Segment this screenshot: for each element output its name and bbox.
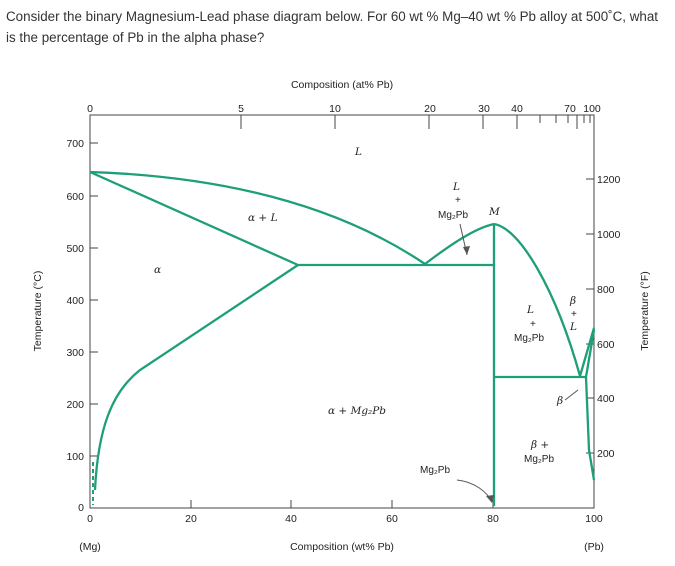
region-beta-l-1: β [569, 295, 576, 307]
question-text: Consider the binary Magnesium-Lead phase… [6, 9, 659, 45]
region-right-mg2pb: Mg₂Pb [514, 333, 544, 344]
top-tick-10: 10 [329, 103, 341, 115]
left-tick-500: 500 [66, 243, 84, 255]
region-beta-l-3: L [569, 321, 577, 333]
pb-end-label: (Pb) [584, 541, 604, 553]
region-beta-mg2pb-2: Mg₂Pb [524, 454, 554, 465]
left-tick-400: 400 [66, 295, 84, 307]
bottom-tick-100: 100 [585, 513, 603, 525]
left-axis-title: Temperature (°C) [32, 271, 44, 352]
region-right-l: L [526, 304, 534, 316]
bottom-tick-0: 0 [87, 513, 93, 525]
left-tick-300: 300 [66, 347, 84, 359]
top-tick-marks [89, 115, 591, 129]
top-tick-70: 70 [564, 103, 576, 115]
region-alpha: α [154, 264, 161, 276]
top-tick-20: 20 [424, 103, 436, 115]
arrow-mg2pb-head [486, 495, 494, 503]
phase-boundaries [89, 170, 596, 506]
bottom-tick-80: 80 [487, 513, 499, 525]
region-l-mg2pb-plus: + [455, 195, 461, 206]
liquidus-to-m [424, 222, 495, 265]
region-right-plus: + [530, 319, 536, 330]
right-tick-400: 400 [597, 393, 615, 405]
alpha-solvus [93, 264, 299, 491]
left-tick-600: 600 [66, 191, 84, 203]
right-tick-200: 200 [597, 448, 615, 460]
liquidus-m-right [493, 222, 582, 377]
point-m-label: M [488, 206, 500, 218]
region-l-mg2pb-l: L [452, 181, 460, 193]
arrow-beta [564, 389, 579, 401]
bottom-tick-20: 20 [185, 513, 197, 525]
solidus-line [89, 170, 299, 267]
arrow-mg2pb [456, 479, 493, 503]
left-tick-200: 200 [66, 399, 84, 411]
region-beta: β [556, 395, 563, 407]
top-tick-30: 30 [478, 103, 490, 115]
bottom-tick-60: 60 [386, 513, 398, 525]
region-alpha-mg2pb: α + Mg₂Pb [328, 405, 386, 417]
left-tick-marks [90, 142, 98, 457]
top-axis-title: Composition (at% Pb) [291, 79, 393, 91]
region-beta-mg2pb-1: β + [530, 439, 549, 451]
left-tick-100: 100 [66, 451, 84, 463]
right-tick-1000: 1000 [597, 229, 621, 241]
bottom-tick-marks [190, 500, 494, 508]
mg-end-label: (Mg) [79, 541, 101, 553]
right-tick-1200: 1200 [597, 174, 621, 186]
top-tick-100: 100 [583, 103, 601, 115]
right-tick-800: 800 [597, 284, 615, 296]
right-axis-title: Temperature (°F) [639, 271, 651, 350]
right-tick-600: 600 [597, 339, 615, 351]
plot-frame [89, 114, 595, 509]
region-liquid: L [354, 146, 362, 158]
top-tick-40: 40 [511, 103, 523, 115]
top-tick-5: 5 [238, 103, 244, 115]
liquidus-mg-side [89, 170, 426, 265]
region-beta-l-2: + [571, 309, 577, 320]
region-mg2pb-line-label: Mg₂Pb [420, 465, 450, 476]
region-alpha-l: α + L [248, 212, 278, 224]
beta-solvus [584, 376, 596, 481]
region-l-mg2pb: Mg₂Pb [438, 210, 468, 221]
top-tick-0: 0 [87, 103, 93, 115]
bottom-axis-title: Composition (wt% Pb) [290, 541, 394, 553]
bottom-tick-40: 40 [285, 513, 297, 525]
beta-solidus [584, 329, 596, 378]
left-tick-700: 700 [66, 138, 84, 150]
left-tick-0: 0 [78, 502, 84, 514]
beta-liquidus [578, 327, 596, 377]
arrow-eutectic-head [463, 246, 470, 255]
